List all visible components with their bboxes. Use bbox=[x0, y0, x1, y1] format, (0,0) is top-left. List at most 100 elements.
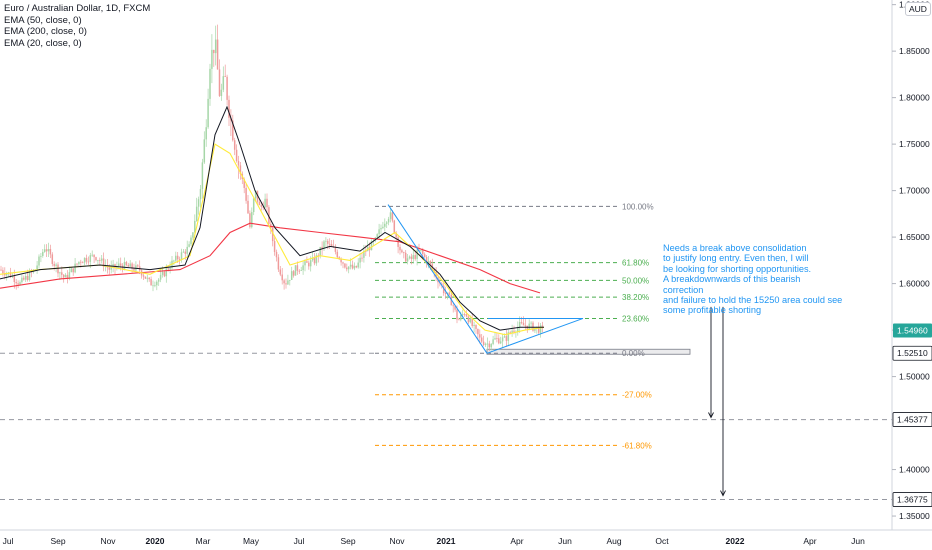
candle-body bbox=[154, 285, 156, 287]
candle-body bbox=[161, 271, 164, 275]
candle-body bbox=[178, 259, 181, 261]
y-tick-label: 1.80000 bbox=[899, 93, 930, 103]
x-tick-label: Mar bbox=[196, 536, 211, 546]
candle-body bbox=[271, 228, 274, 242]
candle-body bbox=[399, 246, 401, 251]
candle-body bbox=[59, 272, 61, 274]
candle-body bbox=[361, 257, 363, 259]
candle-body bbox=[252, 198, 255, 213]
candle-body bbox=[494, 338, 496, 340]
candle-body bbox=[61, 272, 63, 275]
y-tick-label: 1.70000 bbox=[899, 186, 930, 196]
candle-body bbox=[72, 268, 74, 273]
candle-body bbox=[484, 343, 487, 345]
candle-body bbox=[404, 252, 407, 262]
candle-body bbox=[125, 261, 128, 266]
currency-badge[interactable]: AUD bbox=[905, 2, 931, 16]
candle-body bbox=[376, 234, 378, 238]
ema-lines bbox=[0, 105, 545, 336]
candle-body bbox=[416, 250, 418, 259]
candle-body bbox=[175, 255, 177, 261]
candle-body bbox=[378, 229, 380, 235]
x-tick-label: Apr bbox=[803, 536, 816, 546]
candle-body bbox=[501, 337, 504, 342]
ema20-legend[interactable]: EMA (20, close, 0) bbox=[4, 37, 82, 49]
candle-body bbox=[315, 255, 318, 264]
candle-body bbox=[64, 274, 67, 278]
candle-body bbox=[142, 275, 145, 277]
x-tick-label: Apr bbox=[510, 536, 523, 546]
candle-body bbox=[62, 274, 65, 278]
candle-body bbox=[40, 255, 42, 257]
candle-body bbox=[273, 241, 276, 252]
price-level-tag bbox=[892, 492, 932, 507]
candle-body bbox=[306, 261, 308, 263]
candle-body bbox=[262, 206, 264, 208]
candle-body bbox=[340, 259, 342, 263]
candle-body bbox=[89, 255, 92, 262]
candle-body bbox=[427, 261, 430, 264]
x-tick-label: Aug bbox=[606, 536, 621, 546]
ema200-legend[interactable]: EMA (200, close, 0) bbox=[4, 26, 87, 37]
candle-body bbox=[5, 273, 8, 276]
support-zone-box bbox=[486, 348, 691, 355]
candle-body bbox=[194, 220, 196, 233]
candle-body bbox=[17, 283, 19, 285]
candle-body bbox=[507, 332, 510, 341]
downtrend-line bbox=[387, 204, 488, 354]
candle-body bbox=[167, 268, 169, 270]
candle-body bbox=[157, 279, 160, 282]
candle-body bbox=[275, 251, 278, 258]
candle-body bbox=[482, 341, 485, 345]
candle-body bbox=[511, 330, 513, 333]
candle-body bbox=[148, 277, 150, 280]
candle-body bbox=[220, 89, 223, 96]
candle-body bbox=[498, 338, 500, 344]
candle-body bbox=[123, 261, 126, 270]
candle-body bbox=[0, 269, 2, 271]
price-level-label: 1.36775 bbox=[897, 495, 928, 505]
candle-body bbox=[26, 276, 29, 281]
candle-body bbox=[102, 258, 105, 267]
candle-body bbox=[247, 200, 249, 214]
candle-body bbox=[266, 198, 268, 208]
candle-body bbox=[184, 251, 187, 254]
candle-body bbox=[530, 322, 532, 324]
chart-legend: Euro / Australian Dollar, 1D, FXCM EMA (… bbox=[4, 3, 150, 49]
candle-body bbox=[21, 277, 23, 283]
price-level-label: 1.52510 bbox=[897, 348, 928, 358]
candle-body bbox=[355, 265, 358, 268]
candle-body bbox=[91, 254, 93, 256]
candle-body bbox=[45, 249, 48, 252]
x-tick-label: 2021 bbox=[437, 536, 456, 546]
candle-body bbox=[380, 228, 382, 230]
triangle-rising-line bbox=[486, 317, 584, 354]
y-tick-label: 1.65000 bbox=[899, 232, 930, 242]
candle-body bbox=[492, 339, 494, 345]
candle-body bbox=[57, 264, 59, 274]
candle-body bbox=[518, 321, 521, 327]
candle-body bbox=[156, 281, 158, 286]
candle-body bbox=[24, 276, 27, 280]
ema200-line bbox=[0, 222, 541, 294]
x-tick-label: Sep bbox=[340, 536, 355, 546]
candle-body bbox=[365, 250, 367, 252]
ema50-legend[interactable]: EMA (50, close, 0) bbox=[4, 14, 82, 26]
last-price-tag bbox=[893, 323, 932, 338]
candle-body bbox=[321, 246, 323, 249]
candle-body bbox=[342, 262, 344, 264]
ema20-line bbox=[0, 143, 545, 336]
candle-body bbox=[433, 268, 435, 272]
candle-body bbox=[349, 264, 352, 267]
candle-body bbox=[463, 314, 466, 315]
candle-body bbox=[49, 248, 52, 255]
candle-body bbox=[465, 314, 468, 317]
candle-body bbox=[357, 262, 359, 268]
candle-body bbox=[15, 282, 17, 284]
candle-body bbox=[176, 255, 179, 260]
candle-body bbox=[532, 322, 534, 331]
candle-body bbox=[23, 277, 25, 280]
candle-body bbox=[260, 205, 263, 207]
